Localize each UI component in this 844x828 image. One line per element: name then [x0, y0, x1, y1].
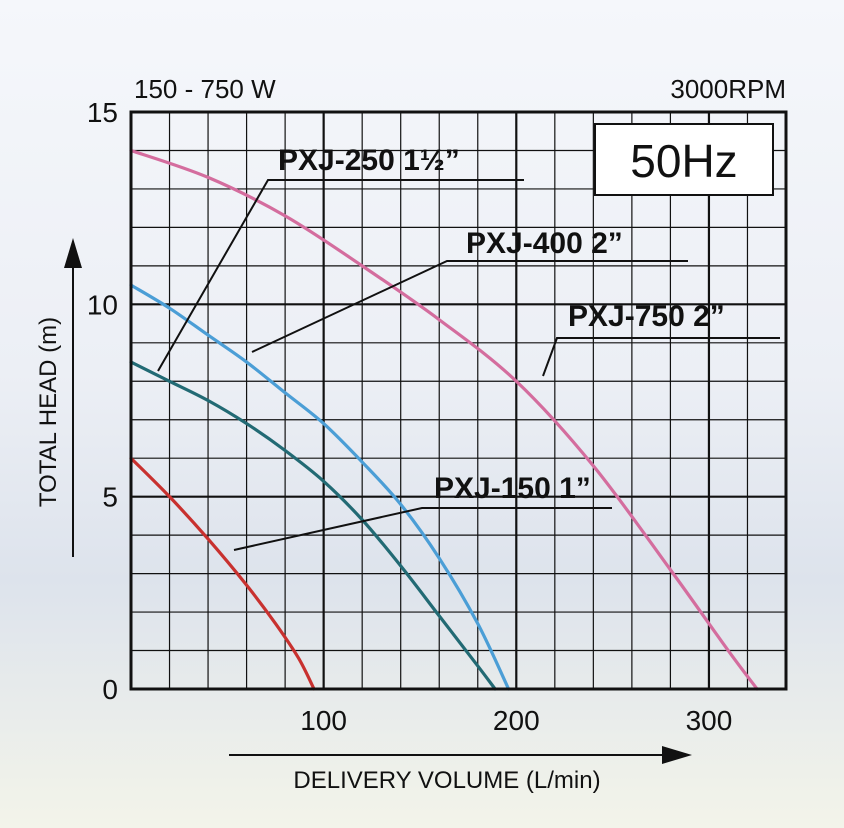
leader-layer	[157, 179, 780, 551]
grid-major	[131, 112, 786, 689]
leader-pxj-250	[157, 179, 524, 372]
leader-pxj-150	[233, 507, 612, 551]
y-axis-title: TOTAL HEAD (m)	[35, 317, 62, 507]
curve-pxj-150	[129, 456, 316, 691]
x-axis-title: DELIVERY VOLUME (L/min)	[293, 767, 600, 794]
frequency-box	[594, 123, 774, 196]
leader-pxj-400	[251, 260, 688, 353]
leader-pxj-750	[542, 337, 780, 377]
speed-label: 3000RPM	[670, 74, 786, 104]
series-label-pxj-400: PXJ-400 2”	[466, 227, 623, 260]
x-tick-labels: 100 200 300	[300, 705, 732, 736]
y-tick-labels: 0 5 10 15	[87, 97, 118, 705]
y-tick-label: 10	[87, 289, 118, 320]
y-tick-label: 0	[102, 674, 118, 705]
series-layer	[129, 148, 759, 691]
series-label-pxj-250: PXJ-250 1½”	[278, 144, 460, 177]
grid-minor	[131, 112, 786, 689]
frequency-label: 50Hz	[630, 135, 737, 187]
x-axis-arrow-head	[662, 746, 692, 764]
plot-frame	[129, 110, 788, 691]
curve-pxj-250	[129, 360, 497, 691]
y-axis-arrow-head	[64, 238, 82, 268]
power-label: 150 - 750 W	[134, 74, 276, 104]
y-tick-label: 5	[102, 482, 118, 513]
series-label-pxj-750: PXJ-750 2”	[568, 300, 725, 333]
y-tick-label: 15	[87, 97, 118, 128]
x-tick-label: 200	[493, 705, 540, 736]
curve-pxj-400	[129, 283, 511, 691]
x-tick-label: 300	[686, 705, 733, 736]
curve-pxj-750	[129, 148, 759, 691]
series-label-pxj-150: PXJ-150 1”	[434, 472, 591, 505]
x-tick-label: 100	[300, 705, 347, 736]
